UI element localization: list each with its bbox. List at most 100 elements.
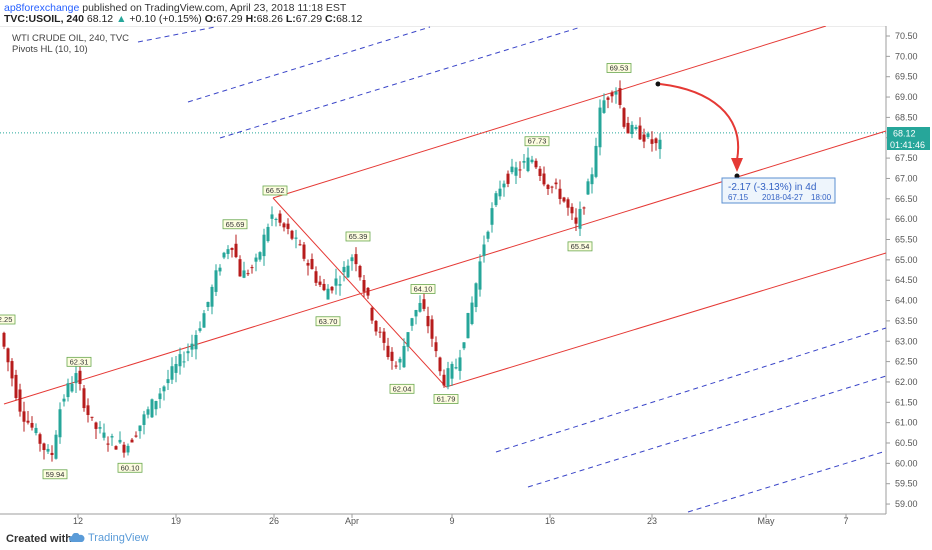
pivot-label-text: 67.73 xyxy=(528,137,547,146)
candle-body xyxy=(358,265,362,278)
time-axis-labels: 12 19 26 Apr 9 16 23 May 7 xyxy=(73,514,849,526)
price-tick-label: 60.00 xyxy=(895,458,918,468)
price-tick-label: 60.50 xyxy=(895,438,918,448)
candle-body xyxy=(614,91,618,95)
time-tick-label: 26 xyxy=(269,516,279,526)
candle-body xyxy=(198,328,202,331)
dashed-parallel-lines[interactable] xyxy=(137,26,887,513)
candle-body xyxy=(158,393,162,400)
candle-body xyxy=(34,427,38,434)
candle-body xyxy=(446,368,450,387)
candle-body xyxy=(374,320,378,332)
candle-body xyxy=(362,280,366,292)
projection-box[interactable]: -2.17 (-3.13%) in 4d 67.15 2018-04-27 18… xyxy=(721,177,836,204)
pivot-label-text: 59.94 xyxy=(46,470,65,479)
time-tick-label: 23 xyxy=(647,516,657,526)
projection-arrow[interactable] xyxy=(655,81,744,179)
chart-pane[interactable] xyxy=(0,26,886,514)
price-tick-label: 59.50 xyxy=(895,479,918,489)
candle-body xyxy=(238,259,242,277)
candle-body xyxy=(186,351,190,354)
price-tick-label: 64.00 xyxy=(895,296,918,306)
candle-body xyxy=(2,332,6,347)
pivot-label-box xyxy=(567,241,593,252)
candle-body xyxy=(402,345,406,368)
price-tick-label: 63.00 xyxy=(895,336,918,346)
candle-body xyxy=(422,299,426,309)
candle-body xyxy=(458,357,462,371)
price-axis[interactable] xyxy=(886,26,932,514)
candle-body xyxy=(130,439,134,443)
chart-header: ap8forexchange published on TradingView.… xyxy=(0,0,932,26)
candle-body xyxy=(246,273,250,275)
candle-body xyxy=(654,138,658,144)
candle-body xyxy=(522,161,526,163)
candle-body xyxy=(334,278,338,286)
candle-body xyxy=(126,445,130,453)
candle-body xyxy=(610,92,614,97)
candle-body xyxy=(262,234,266,257)
candle-body xyxy=(338,284,342,286)
candle-body xyxy=(394,365,398,367)
open-label: O: xyxy=(204,13,217,25)
candle-body xyxy=(138,425,142,432)
candle-body xyxy=(202,313,206,328)
price-change: +0.10 (+0.15%) xyxy=(129,13,202,25)
candle-body xyxy=(574,217,578,224)
candle-body xyxy=(250,267,254,269)
candle-body xyxy=(286,223,290,229)
price-tick-label: 65.50 xyxy=(895,235,918,245)
dashed-line-upper-1 xyxy=(137,26,216,43)
candle-body xyxy=(462,342,466,349)
pivot-label-text: 64.10 xyxy=(414,284,433,293)
candle-body xyxy=(498,188,502,197)
candle-body xyxy=(470,302,474,324)
candle-body xyxy=(378,331,382,333)
candle-body xyxy=(146,409,150,415)
candle-body xyxy=(450,363,454,379)
candle-body xyxy=(62,398,66,402)
candle-body xyxy=(566,199,570,208)
candle-body xyxy=(102,432,106,438)
candle-body xyxy=(110,436,114,438)
candlestick-series[interactable] xyxy=(2,80,662,462)
candle-body xyxy=(46,448,50,452)
price-tick-label: 66.00 xyxy=(895,214,918,224)
candle-body xyxy=(514,167,518,176)
current-price-value: 68.12 xyxy=(893,129,916,139)
candle-body xyxy=(230,248,234,250)
candle-body xyxy=(510,166,514,173)
author-link[interactable]: ap8forexchange xyxy=(4,2,80,14)
time-tick-label: 7 xyxy=(843,516,848,526)
legend-indicator[interactable]: Pivots HL (10, 10) xyxy=(12,44,88,55)
candle-body xyxy=(474,283,478,308)
candle-body xyxy=(554,182,558,185)
candle-body xyxy=(38,434,42,444)
candle-body xyxy=(434,342,438,352)
created-with-label: Created with xyxy=(6,533,73,545)
tradingview-logo[interactable]: TradingView xyxy=(69,532,149,544)
candle-body xyxy=(106,443,110,445)
legend-instrument[interactable]: WTI CRUDE OIL, 240, TVC xyxy=(12,33,130,44)
candle-body xyxy=(278,213,282,223)
candle-body xyxy=(534,160,538,168)
chart-legend: WTI CRUDE OIL, 240, TVC Pivots HL (10, 1… xyxy=(12,33,129,55)
candle-body xyxy=(466,312,470,339)
candle-body xyxy=(330,286,334,291)
pivot-label-box xyxy=(262,185,288,196)
candle-body xyxy=(598,107,602,148)
ohlc-line: TVC:USOIL, 240 68.12 ▲ +0.10 (+0.15%) O:… xyxy=(4,13,362,25)
price-tick-label: 59.00 xyxy=(895,499,918,509)
pivot-label-text: 63.70 xyxy=(319,317,338,326)
candle-body xyxy=(78,370,82,384)
candle-body xyxy=(170,366,174,380)
pivot-label-text: 60.10 xyxy=(121,463,140,472)
candle-body xyxy=(10,361,14,379)
candle-body xyxy=(454,367,458,369)
candle-body xyxy=(426,315,430,327)
time-axis[interactable] xyxy=(0,514,886,527)
candle-body xyxy=(518,169,522,171)
candle-body xyxy=(558,188,562,199)
pivot-label-text: 66.52 xyxy=(266,186,285,195)
